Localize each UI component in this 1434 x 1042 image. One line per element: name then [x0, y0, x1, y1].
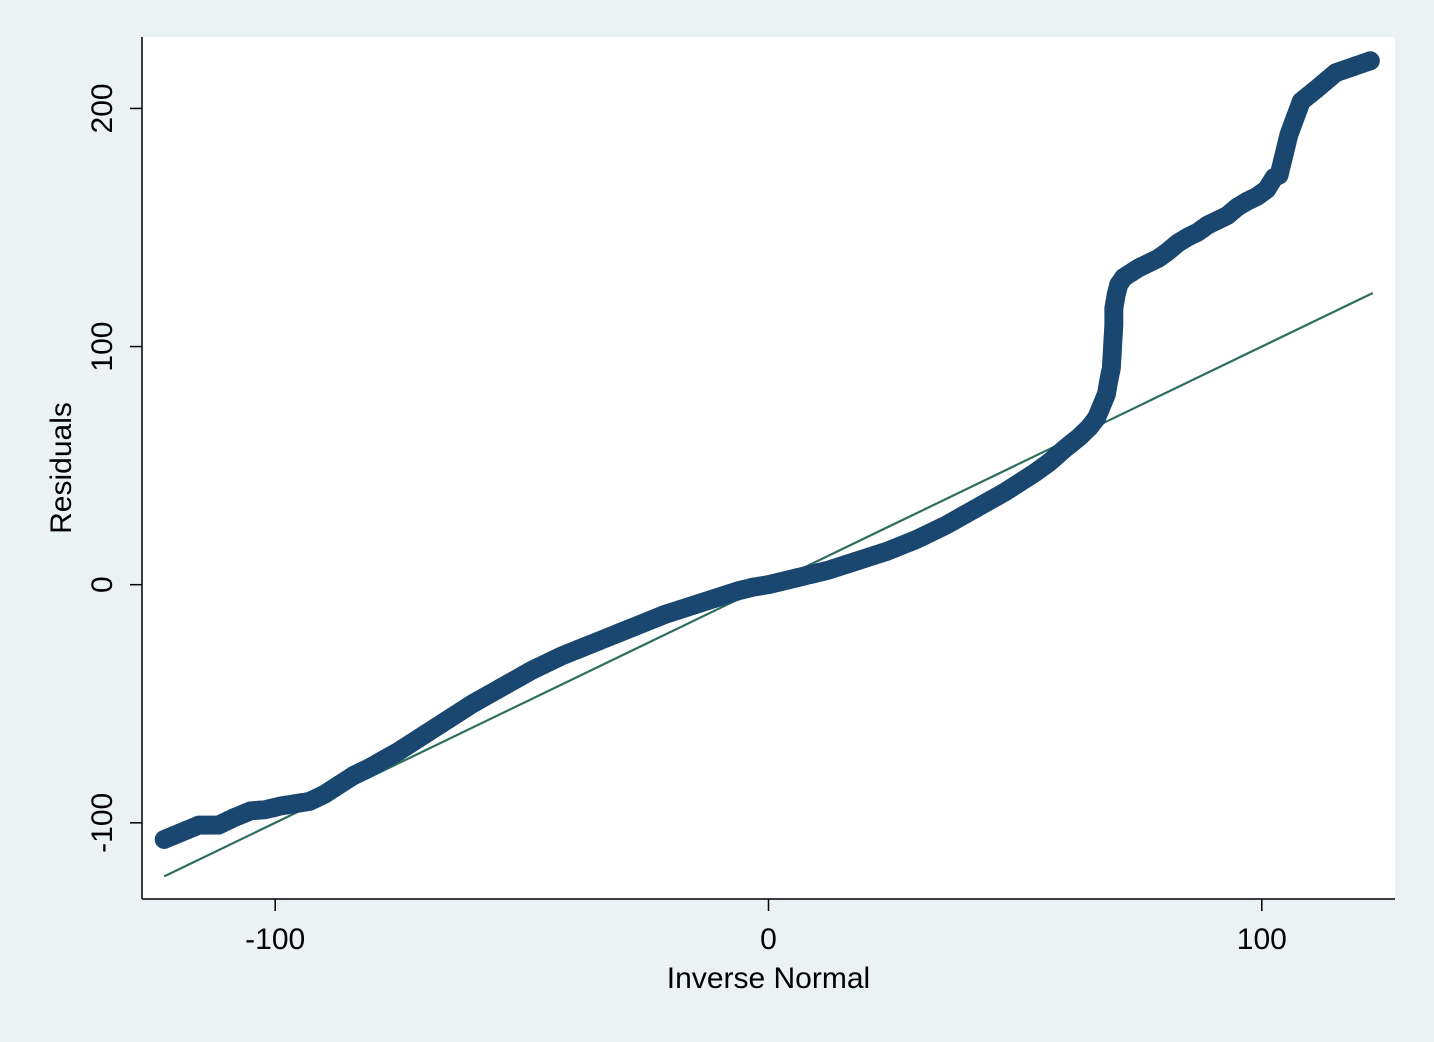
- y-tick-label: 0: [86, 576, 119, 593]
- plot-area: [142, 37, 1395, 899]
- x-tick-label: -100: [245, 923, 305, 956]
- y-tick-label: 200: [86, 83, 119, 133]
- y-axis-title: Residuals: [45, 402, 78, 534]
- points-group: [154, 51, 1380, 849]
- x-tick-label: 100: [1237, 923, 1287, 956]
- x-axis-title: Inverse Normal: [667, 962, 870, 995]
- y-tick-label: 100: [86, 322, 119, 372]
- data-point: [1360, 51, 1380, 71]
- x-tick-label: 0: [760, 923, 777, 956]
- y-tick-label: -100: [86, 793, 119, 853]
- ticks-group: -100 0 100 -100 0 100 200: [86, 83, 1287, 956]
